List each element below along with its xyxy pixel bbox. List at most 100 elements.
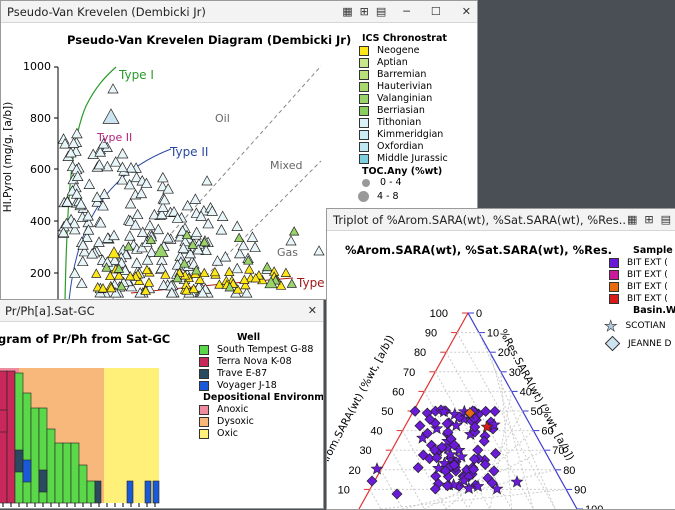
tri-titlebar[interactable]: Triplot of %Arom.SARA(wt), %Sat.SARA(wt)… xyxy=(327,209,675,231)
legend-label: Valanginian xyxy=(377,93,433,104)
vk-data-point xyxy=(231,220,243,231)
basin-legend-title: Basin.W xyxy=(633,305,675,316)
tri-data-point xyxy=(430,470,442,482)
histogram-bar xyxy=(0,409,8,433)
vk-legend-item: Middle Jurassic xyxy=(359,153,448,164)
vk-data-point xyxy=(116,161,129,173)
vk-data-point xyxy=(168,206,180,217)
close-icon[interactable]: ✕ xyxy=(307,304,317,317)
legend-label: BIT EXT ( xyxy=(627,282,668,292)
histogram-bar xyxy=(22,392,32,504)
triplot-plot[interactable]: 1009080706050403020100102030405060708090… xyxy=(327,209,675,510)
vk-data-point xyxy=(91,191,103,202)
vk-data-point xyxy=(93,236,105,247)
tri-data-point xyxy=(480,405,492,417)
tri-gridline xyxy=(500,371,513,509)
vk-data-point xyxy=(61,196,74,207)
legend-label: Middle Jurassic xyxy=(377,153,448,164)
close-icon[interactable]: ✕ xyxy=(461,5,471,18)
vk-data-point xyxy=(206,205,219,216)
tri-right-tick: 60 xyxy=(541,426,553,438)
vk-legend-item: Neogene xyxy=(359,45,420,56)
vk-titlebar[interactable]: Pseudo-Van Krevelen (Dembicki Jr) ▦ ⊞ ▤ … xyxy=(1,1,477,23)
vk-data-point xyxy=(109,156,122,167)
tri-data-point xyxy=(429,483,441,495)
maximize-icon[interactable]: ☐ xyxy=(430,5,441,18)
small-circle-icon xyxy=(362,178,370,187)
histogram-bar xyxy=(126,480,134,504)
legend-label: BIT EXT ( xyxy=(627,294,668,304)
vk-data-point xyxy=(240,287,253,298)
vk-data-point xyxy=(199,267,210,278)
vk-data-point xyxy=(172,272,183,283)
histogram-bar xyxy=(78,464,88,504)
tri-right-tick: 20 xyxy=(498,347,510,359)
vk-data-point xyxy=(189,193,202,204)
vk-data-point xyxy=(65,146,77,158)
histogram-bar xyxy=(54,442,64,504)
vk-data-point xyxy=(162,232,174,243)
tri-data-point xyxy=(421,427,433,439)
minimize-icon[interactable]: ─ xyxy=(403,5,410,18)
legend-label: Berriasian xyxy=(377,105,425,116)
vk-data-point xyxy=(67,137,80,148)
histogram-bar xyxy=(144,480,152,504)
legend-swatch xyxy=(359,45,369,56)
vk-data-point xyxy=(153,243,169,257)
tri-window-title: Triplot of %Arom.SARA(wt), %Sat.SARA(wt)… xyxy=(333,212,627,227)
van-krevelen-window: Pseudo-Van Krevelen (Dembicki Jr) ▦ ⊞ ▤ … xyxy=(0,0,478,300)
histogram-bar xyxy=(6,370,16,504)
tri-left-tick: 90 xyxy=(425,328,437,340)
vk-data-point xyxy=(140,285,151,295)
vk-data-point xyxy=(145,234,157,244)
histogram-bar xyxy=(94,480,102,504)
legend-swatch xyxy=(199,368,209,379)
vk-legend-item: Hauterivian xyxy=(359,81,432,92)
prph-titlebar[interactable]: Pr/Ph[a].Sat-GC ✕ xyxy=(0,300,323,322)
vk-data-point xyxy=(250,272,261,283)
vk-data-point xyxy=(77,239,89,250)
vk-data-point xyxy=(157,279,170,290)
vk-data-point xyxy=(288,226,300,236)
grid-icon[interactable]: ⊞ xyxy=(644,213,654,226)
vk-data-point xyxy=(264,276,278,289)
vk-data-point xyxy=(59,138,71,149)
vk-data-point xyxy=(86,248,98,259)
legend-swatch xyxy=(609,270,619,280)
vk-data-point xyxy=(201,175,213,186)
vk-plot[interactable] xyxy=(1,1,478,300)
env-legend-item: Dysoxic xyxy=(199,416,254,427)
layers-icon[interactable]: ▤ xyxy=(660,213,671,226)
vk-data-point xyxy=(124,215,137,226)
toc-legend-title: TOC.Any (%wt) xyxy=(362,166,443,177)
tri-left-tick: 20 xyxy=(349,465,361,477)
vk-data-point xyxy=(286,278,298,288)
legend-label: Dysoxic xyxy=(217,416,254,427)
vk-legend-item: Berriasian xyxy=(359,105,425,116)
vk-data-point xyxy=(60,217,73,229)
tri-data-point xyxy=(469,421,481,433)
tri-data-point xyxy=(424,413,436,425)
vk-data-point xyxy=(155,208,168,220)
prph-histogram[interactable] xyxy=(0,300,324,509)
toolbar-icon[interactable]: ▦ xyxy=(626,213,638,226)
legend-label: Kimmeridgian xyxy=(377,129,444,140)
vk-legend-item: Kimmeridgian xyxy=(359,129,443,140)
vk-data-point xyxy=(285,235,297,246)
toolbar-icon[interactable]: ▦ xyxy=(342,5,353,18)
vk-data-point xyxy=(116,173,129,185)
grid-icon[interactable]: ⊞ xyxy=(359,5,369,18)
legend-swatch xyxy=(609,258,619,268)
vk-data-point xyxy=(145,246,158,257)
vk-data-point xyxy=(231,262,244,274)
vk-data-point xyxy=(68,217,81,229)
legend-swatch xyxy=(199,344,209,355)
vk-data-point xyxy=(192,243,204,255)
vk-data-point xyxy=(123,241,134,251)
vk-data-point xyxy=(68,267,81,278)
vk-data-point xyxy=(176,225,189,236)
vk-data-point xyxy=(155,262,168,273)
legend-swatch xyxy=(359,93,369,104)
tri-data-point xyxy=(510,475,524,488)
layers-icon[interactable]: ▤ xyxy=(375,5,387,18)
